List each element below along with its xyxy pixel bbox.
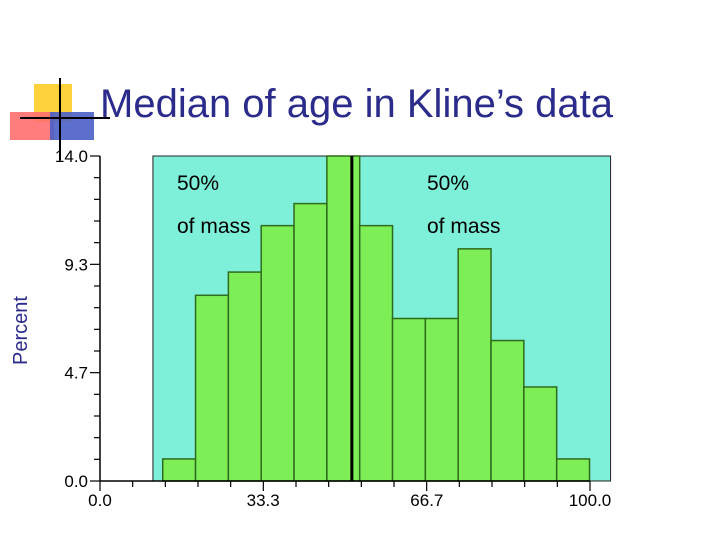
y-axis-label: Percent	[10, 296, 32, 365]
slide-title: Median of age in Kline’s data	[100, 82, 613, 126]
histogram-bar-13	[555, 458, 591, 482]
histogram-bar-11	[490, 339, 525, 482]
histogram-bar-1	[161, 458, 197, 482]
mass-annotation-label-right: of mass	[427, 215, 501, 238]
mass-annotation-percent-right: 50%	[427, 172, 469, 195]
x-tick-label: 100.0	[569, 491, 612, 510]
histogram-bar-6	[326, 155, 361, 482]
slide-logo	[10, 78, 110, 160]
mass-annotation-percent-left: 50%	[177, 172, 219, 195]
histogram-bar-5	[293, 202, 328, 482]
mass-annotation-label-left: of mass	[177, 215, 251, 238]
histogram-bar-8	[391, 317, 427, 482]
y-tick-label: 14.0	[55, 147, 88, 166]
histogram-bar-7	[358, 224, 394, 482]
histogram-bar-10	[457, 248, 492, 482]
x-tick-label: 66.7	[410, 491, 443, 510]
histogram-bar-3	[227, 271, 262, 482]
histogram-bar-9	[424, 317, 459, 482]
y-tick-label: 9.3	[64, 255, 88, 274]
histogram-bar-4	[260, 224, 295, 482]
x-tick-label: 0.0	[88, 491, 112, 510]
y-tick-label: 0.0	[64, 472, 88, 491]
x-tick-label: 33.3	[247, 491, 280, 510]
y-tick-label: 4.7	[64, 364, 88, 383]
histogram-bar-2	[194, 294, 230, 482]
histogram-bar-12	[523, 386, 558, 482]
